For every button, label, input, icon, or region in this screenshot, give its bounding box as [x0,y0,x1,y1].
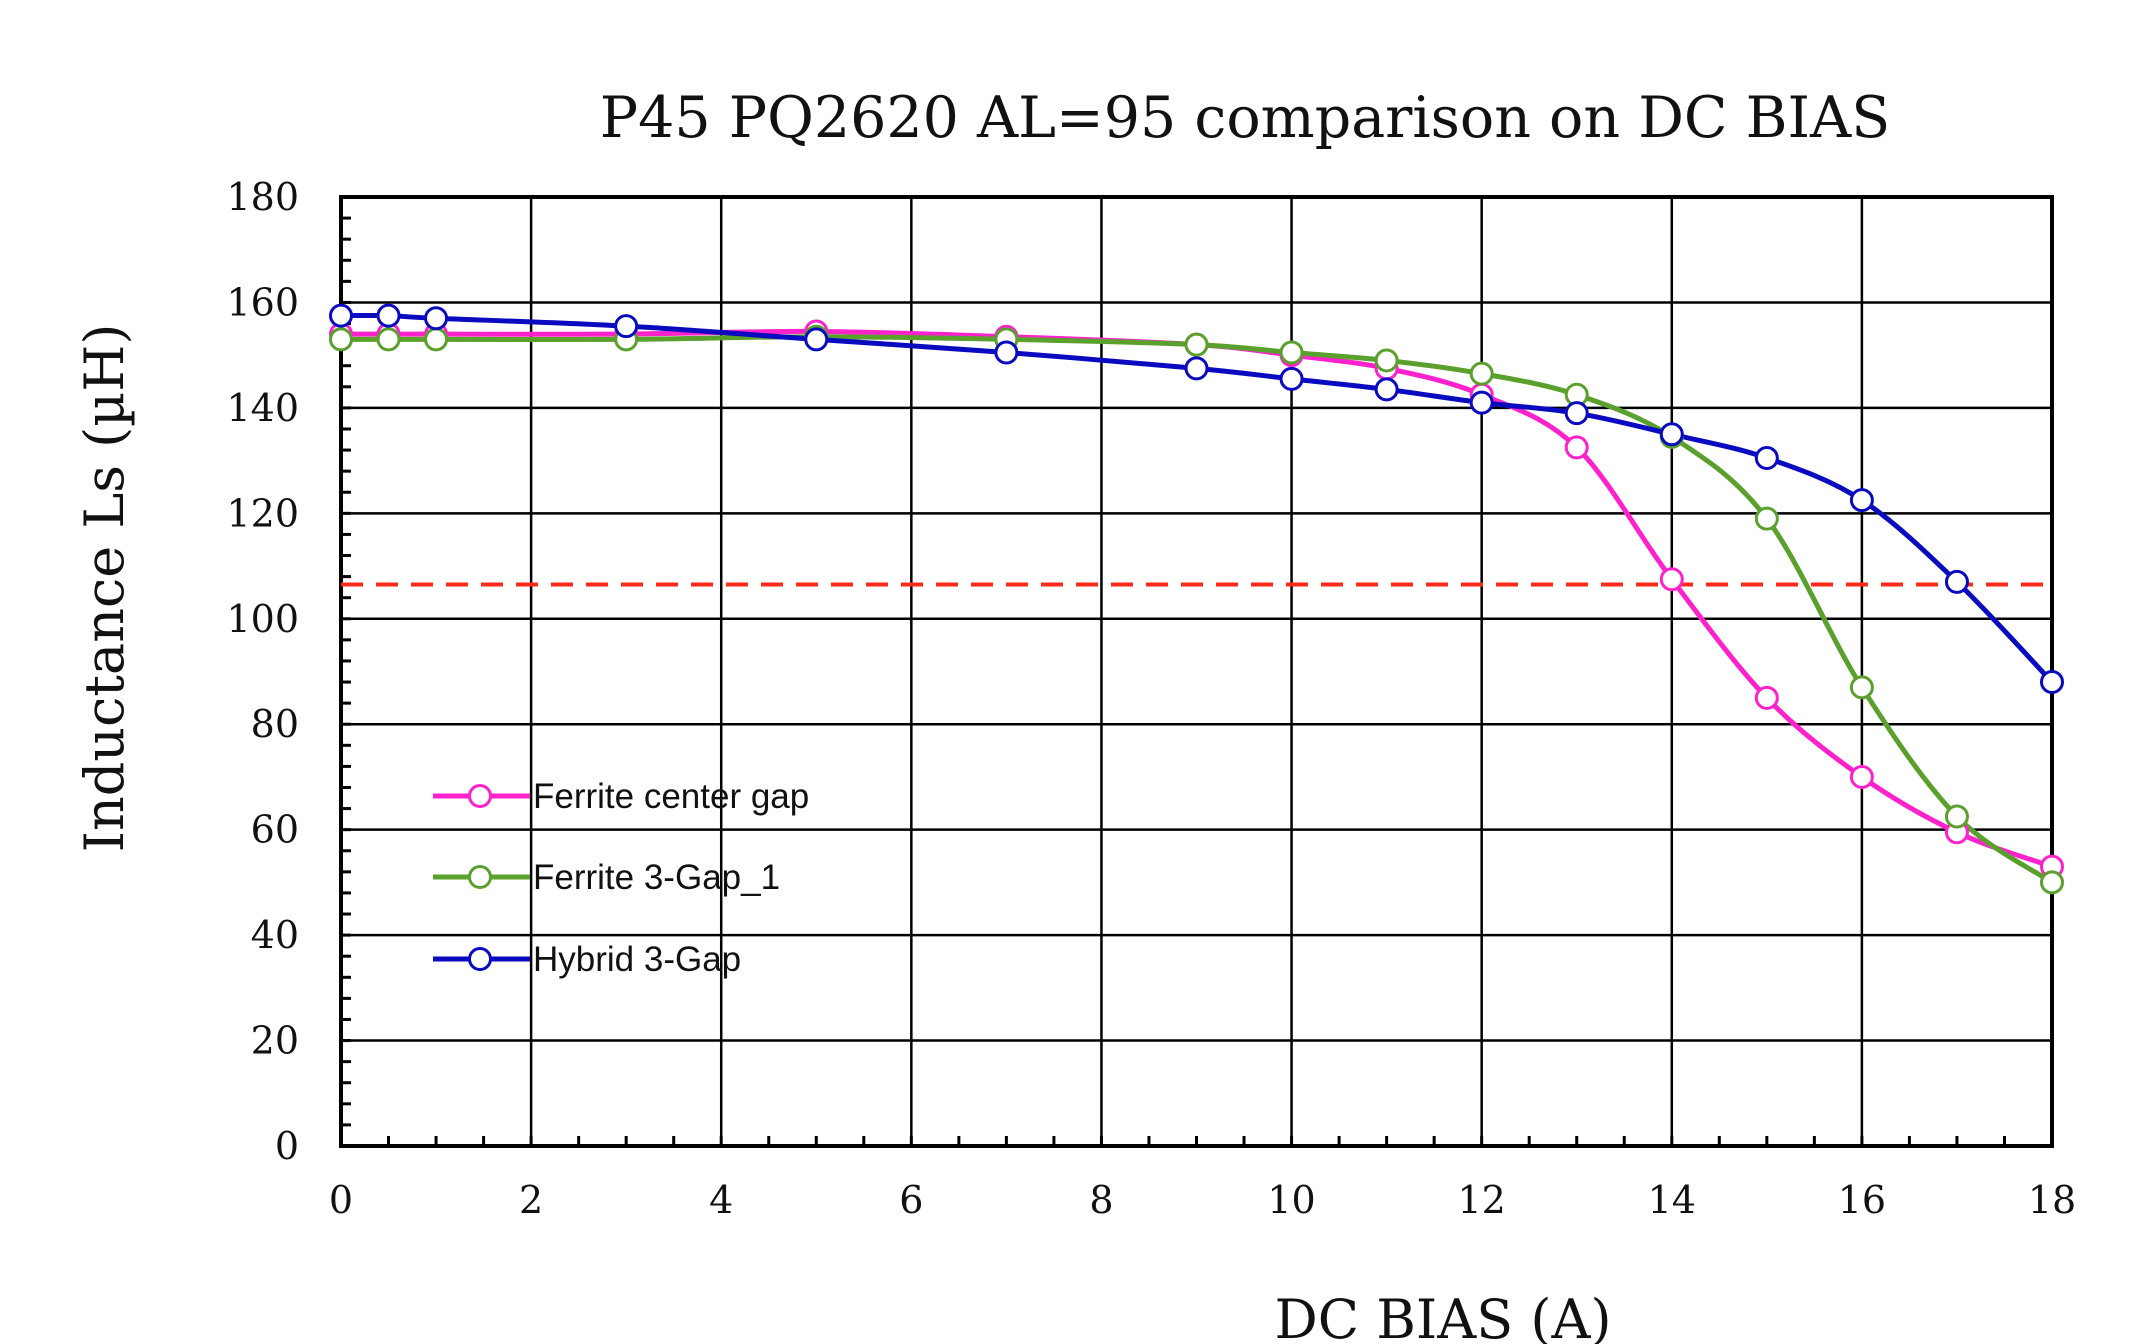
y-tick-label: 0 [275,1124,299,1168]
x-tick-label: 2 [519,1178,543,1222]
legend-marker-hybrid-3-gap [468,947,492,971]
data-point-hybrid-3-gap [1849,488,1874,513]
data-point-ferrite-center-gap [1754,685,1779,710]
y-tick-label: 120 [226,491,299,535]
legend-label-ferrite-3-gap-1: Ferrite 3-Gap_1 [533,858,780,897]
data-point-ferrite-3-gap-1 [376,327,401,352]
data-point-ferrite-3-gap-1 [1374,348,1399,373]
x-axis-label: DC BIAS (A) [1274,1288,1611,1344]
y-tick-label: 20 [251,1019,299,1063]
x-tick-label: 14 [1648,1178,1696,1222]
data-point-hybrid-3-gap [1754,445,1779,470]
data-point-hybrid-3-gap [1944,569,1969,594]
legend-label-ferrite-center-gap: Ferrite center gap [533,777,809,816]
y-tick-label: 60 [251,808,299,852]
data-point-hybrid-3-gap [1469,390,1494,415]
y-tick-label: 180 [226,175,299,219]
data-point-ferrite-3-gap-1 [424,327,449,352]
x-tick-label: 16 [1838,1178,1886,1222]
data-point-ferrite-3-gap-1 [1184,332,1209,357]
data-point-hybrid-3-gap [1659,422,1684,447]
y-tick-label: 40 [251,913,299,957]
data-point-hybrid-3-gap [1374,377,1399,402]
data-point-ferrite-3-gap-1 [1754,506,1779,531]
legend: Ferrite center gap Ferrite 3-Gap_1 Hybrid … [433,777,809,979]
data-point-ferrite-center-gap [1849,764,1874,789]
data-point-ferrite-3-gap-1 [329,327,353,352]
series-line-hybrid-3-gap [340,312,2054,684]
y-axis-label: Inductance Ls (µH) [73,324,136,853]
series-markers [329,303,2064,895]
data-point-hybrid-3-gap [1184,356,1209,381]
series-line-ferrite-3-gap-1 [341,334,2054,885]
data-point-ferrite-center-gap [1659,567,1684,592]
x-tick-label: 18 [2028,1178,2076,1222]
x-tick-labels: 0 2 4 6 8 10 12 14 16 18 [329,1178,2076,1222]
x-tick-label: 0 [329,1178,353,1222]
data-point-hybrid-3-gap [1279,366,1304,391]
legend-marker-ferrite-3-gap-1 [468,865,492,889]
y-tick-label: 80 [251,702,299,746]
chart-title: P45 PQ2620 AL=95 comparison on DC BIAS [600,85,1891,151]
x-tick-label: 6 [899,1178,923,1222]
data-point-hybrid-3-gap [2040,670,2064,695]
data-point-ferrite-3-gap-1 [1849,675,1874,700]
data-point-ferrite-3-gap-1 [1469,361,1494,386]
x-tick-label: 10 [1267,1178,1315,1222]
data-point-hybrid-3-gap [994,340,1019,365]
data-point-ferrite-center-gap [1564,435,1589,460]
legend-marker-ferrite-center-gap [468,784,492,808]
data-point-hybrid-3-gap [424,306,449,331]
data-point-hybrid-3-gap [614,314,639,339]
data-point-ferrite-3-gap-1 [2040,870,2064,895]
y-tick-labels: 0 20 40 60 80 100 120 140 160 180 [226,175,299,1168]
x-tick-label: 12 [1457,1178,1505,1222]
plot-area [329,195,2064,1148]
data-point-hybrid-3-gap [329,303,353,328]
x-tick-label: 4 [709,1178,733,1222]
legend-label-hybrid-3-gap: Hybrid 3-Gap [533,940,741,979]
y-tick-label: 160 [226,280,299,324]
data-point-hybrid-3-gap [376,303,401,328]
data-point-ferrite-3-gap-1 [1279,340,1304,365]
data-point-hybrid-3-gap [804,327,829,352]
series-lines [340,312,2054,885]
y-tick-label: 100 [226,597,299,641]
x-tick-label: 8 [1089,1178,1113,1222]
data-point-ferrite-3-gap-1 [1944,804,1969,829]
y-tick-label: 140 [226,386,299,430]
data-point-hybrid-3-gap [1564,401,1589,426]
series-line-ferrite-center-gap [340,328,2053,869]
